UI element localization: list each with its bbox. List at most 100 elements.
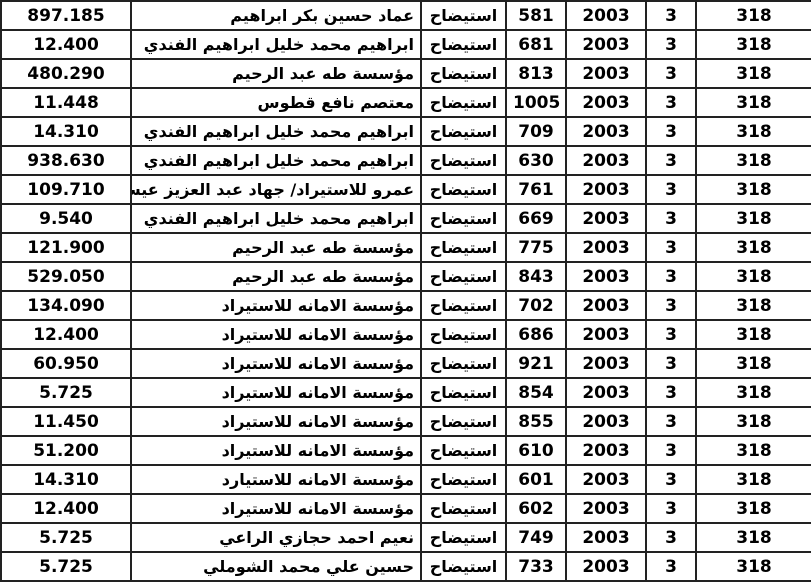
type-cell: استيضاح [420, 261, 507, 292]
col3-cell: 3 [645, 551, 697, 582]
amount-cell: 11.450 [0, 406, 132, 437]
year-cell: 2003 [565, 0, 647, 31]
type-cell: استيضاح [420, 348, 507, 379]
code-cell: 318 [695, 290, 811, 321]
type-cell: استيضاح [420, 522, 507, 553]
year-cell: 2003 [565, 464, 647, 495]
code-cell: 318 [695, 348, 811, 379]
type-cell: استيضاح [420, 290, 507, 321]
year-cell: 2003 [565, 493, 647, 524]
type-cell: استيضاح [420, 203, 507, 234]
number-cell: 733 [505, 551, 567, 582]
col3-cell: 3 [645, 377, 697, 408]
amount-cell: 14.310 [0, 116, 132, 147]
code-cell: 318 [695, 406, 811, 437]
amount-cell: 529.050 [0, 261, 132, 292]
name-cell: مؤسسة الامانه للاستيراد [130, 493, 422, 524]
year-cell: 2003 [565, 203, 647, 234]
amount-cell: 12.400 [0, 493, 132, 524]
type-cell: استيضاح [420, 116, 507, 147]
code-cell: 318 [695, 203, 811, 234]
type-cell: استيضاح [420, 87, 507, 118]
name-cell: مؤسسة الامانه للاستيراد [130, 290, 422, 321]
col3-cell: 3 [645, 319, 697, 350]
type-cell: استيضاح [420, 464, 507, 495]
type-cell: استيضاح [420, 0, 507, 31]
type-cell: استيضاح [420, 319, 507, 350]
type-cell: استيضاح [420, 377, 507, 408]
year-cell: 2003 [565, 551, 647, 582]
type-cell: استيضاح [420, 174, 507, 205]
code-cell: 318 [695, 551, 811, 582]
col3-cell: 3 [645, 435, 697, 466]
amount-cell: 938.630 [0, 145, 132, 176]
number-cell: 921 [505, 348, 567, 379]
amount-cell: 5.725 [0, 522, 132, 553]
year-cell: 2003 [565, 58, 647, 89]
number-cell: 630 [505, 145, 567, 176]
amount-cell: 897.185 [0, 0, 132, 31]
amount-cell: 121.900 [0, 232, 132, 263]
amount-cell: 14.310 [0, 464, 132, 495]
amount-cell: 60.950 [0, 348, 132, 379]
col3-cell: 3 [645, 406, 697, 437]
table-row: 529.050 مؤسسة طه عبد الرحيم استيضاح 843 2003… [0, 261, 811, 292]
amount-cell: 12.400 [0, 319, 132, 350]
amount-cell: 134.090 [0, 290, 132, 321]
name-cell: مؤسسة الامانه للاستيراد [130, 406, 422, 437]
type-cell: استيضاح [420, 406, 507, 437]
number-cell: 761 [505, 174, 567, 205]
col3-cell: 3 [645, 203, 697, 234]
year-cell: 2003 [565, 435, 647, 466]
year-cell: 2003 [565, 87, 647, 118]
year-cell: 2003 [565, 145, 647, 176]
number-cell: 854 [505, 377, 567, 408]
col3-cell: 3 [645, 145, 697, 176]
code-cell: 318 [695, 493, 811, 524]
year-cell: 2003 [565, 116, 647, 147]
col3-cell: 3 [645, 29, 697, 60]
number-cell: 669 [505, 203, 567, 234]
code-cell: 318 [695, 174, 811, 205]
table-row: 12.400 ابراهيم محمد خليل ابراهيم الفندي اس… [0, 29, 811, 60]
type-cell: استيضاح [420, 435, 507, 466]
code-cell: 318 [695, 261, 811, 292]
name-cell: مؤسسة طه عبد الرحيم [130, 232, 422, 263]
number-cell: 843 [505, 261, 567, 292]
code-cell: 318 [695, 319, 811, 350]
col3-cell: 3 [645, 348, 697, 379]
col3-cell: 3 [645, 87, 697, 118]
amount-cell: 5.725 [0, 377, 132, 408]
number-cell: 601 [505, 464, 567, 495]
amount-cell: 109.710 [0, 174, 132, 205]
type-cell: استيضاح [420, 145, 507, 176]
code-cell: 318 [695, 0, 811, 31]
number-cell: 686 [505, 319, 567, 350]
table-row: 5.725 نعيم احمد حجازي الراعي استيضاح 749 200… [0, 522, 811, 553]
table-row: 51.200 مؤسسة الامانه للاستيراد استيضاح 610 2… [0, 435, 811, 466]
name-cell: مؤسسة الامانه للاستيراد [130, 377, 422, 408]
col3-cell: 3 [645, 58, 697, 89]
col3-cell: 3 [645, 116, 697, 147]
table-row: 134.090 مؤسسة الامانه للاستيراد استيضاح 702… [0, 290, 811, 321]
code-cell: 318 [695, 522, 811, 553]
year-cell: 2003 [565, 348, 647, 379]
year-cell: 2003 [565, 290, 647, 321]
col3-cell: 3 [645, 464, 697, 495]
amount-cell: 51.200 [0, 435, 132, 466]
amount-cell: 9.540 [0, 203, 132, 234]
table-row: 109.710 عمرو للاستيراد/ جهاد عبد العزيز ع… [0, 174, 811, 205]
col3-cell: 3 [645, 493, 697, 524]
year-cell: 2003 [565, 522, 647, 553]
col3-cell: 3 [645, 0, 697, 31]
number-cell: 681 [505, 29, 567, 60]
name-cell: ابراهيم محمد خليل ابراهيم الفندي [130, 29, 422, 60]
amount-cell: 11.448 [0, 87, 132, 118]
code-cell: 318 [695, 87, 811, 118]
year-cell: 2003 [565, 261, 647, 292]
table-row: 121.900 مؤسسة طه عبد الرحيم استيضاح 775 2003… [0, 232, 811, 263]
table-row: 60.950 مؤسسة الامانه للاستيراد استيضاح 921 2… [0, 348, 811, 379]
table-row: 938.630 ابراهيم محمد خليل ابراهيم الفندي ا… [0, 145, 811, 176]
